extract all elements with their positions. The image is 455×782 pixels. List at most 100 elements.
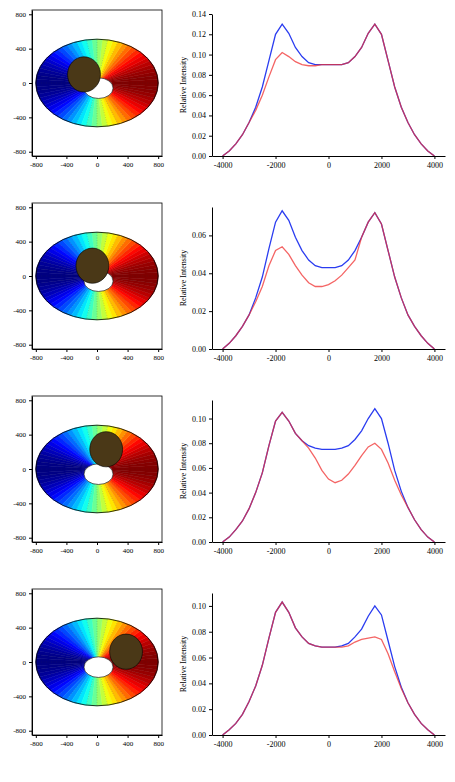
tick-label: 400 <box>16 45 27 53</box>
contours <box>36 232 158 320</box>
map-panel: -800-4000400800-800-4000400800 <box>13 396 164 555</box>
contour-line <box>44 640 97 662</box>
tick-label: 2000 <box>374 354 390 363</box>
tick-label: 4000 <box>427 354 443 363</box>
tick-label: 4000 <box>427 161 443 170</box>
tick: -400 <box>13 114 32 122</box>
tick: 0.02 <box>192 705 212 714</box>
profile-panel: -4000-20000200040000.000.020.040.06Relat… <box>179 208 446 363</box>
tick-label: 0.10 <box>192 602 206 611</box>
tick-mark <box>209 273 212 274</box>
tick-mark <box>381 735 382 738</box>
tick-label: -2000 <box>267 740 286 749</box>
tick-mark <box>97 542 98 545</box>
tick: 800 <box>153 349 164 362</box>
tick-mark <box>97 349 98 352</box>
tick-label: 0 <box>23 659 27 667</box>
tick-label: -2000 <box>267 161 286 170</box>
marks <box>36 39 158 127</box>
tick-mark <box>434 156 435 159</box>
tick-label: 400 <box>123 161 134 169</box>
tick-label: 0.00 <box>192 345 206 354</box>
disk-outline <box>36 425 158 513</box>
disk-outline <box>36 39 158 127</box>
tick-label: 0 <box>327 547 331 556</box>
tick-mark <box>209 419 212 420</box>
axis: 0.000.020.040.060.080.10 <box>192 401 213 548</box>
tick: 800 <box>16 397 33 405</box>
occulting-spot <box>110 634 143 669</box>
tick-label: -800 <box>30 547 43 555</box>
plot-frame <box>32 589 162 735</box>
tick-mark <box>158 349 159 352</box>
velocity-field <box>36 618 158 706</box>
tick: 400 <box>123 542 134 555</box>
tick-mark <box>381 156 382 159</box>
profile-line <box>223 602 435 735</box>
tick: 2000 <box>374 542 390 556</box>
tick-label: 0 <box>96 740 100 748</box>
profile-panel: -4000-20000200040000.000.020.040.060.080… <box>179 594 446 749</box>
tick: -400 <box>13 500 32 508</box>
axis: -4000-2000020004000 <box>213 156 446 170</box>
tick-label: 0.06 <box>192 91 206 100</box>
tick-label: -4000 <box>214 354 233 363</box>
tick-label: 0.08 <box>192 439 206 448</box>
tick-label: -400 <box>13 114 26 122</box>
tick-label: 0.12 <box>192 30 206 39</box>
tick: -400 <box>60 542 73 555</box>
tick-mark <box>29 152 32 153</box>
tick-mark <box>29 83 32 84</box>
tick-mark <box>29 14 32 15</box>
velocity-field <box>36 425 158 513</box>
axis: -4000-2000020004000 <box>213 349 446 363</box>
axis: -4000-2000020004000 <box>213 542 446 556</box>
axis-line <box>212 401 213 543</box>
tick-label: 0.00 <box>192 152 206 161</box>
tick-mark <box>209 115 212 116</box>
axis: -800-4000400800 <box>13 11 32 157</box>
tick-label: 0 <box>23 466 27 474</box>
marks <box>223 602 435 735</box>
tick: 400 <box>16 431 33 439</box>
tick: 0.08 <box>192 71 212 80</box>
axis: 0.000.020.040.06 <box>192 208 213 355</box>
tick-label: 0.04 <box>192 269 206 278</box>
tick: 0.08 <box>192 439 212 448</box>
tick-label: -800 <box>30 740 43 748</box>
tick-mark <box>329 349 330 352</box>
tick: 400 <box>123 735 134 748</box>
tick: 0 <box>96 542 100 555</box>
tick-mark <box>276 156 277 159</box>
tick: -4000 <box>214 349 233 363</box>
tick-mark <box>223 542 224 545</box>
tick: 0.10 <box>192 602 212 611</box>
tick: -4000 <box>214 542 233 556</box>
tick: 800 <box>16 204 33 212</box>
axis-title: Relative Intensity <box>179 443 188 500</box>
tick-label: -400 <box>60 547 73 555</box>
tick-label: 0.10 <box>192 415 206 424</box>
tick: -2000 <box>267 735 286 749</box>
tick: 800 <box>153 735 164 748</box>
tick: 0.10 <box>192 51 212 60</box>
tick-label: 0 <box>96 547 100 555</box>
tick-label: 800 <box>16 590 27 598</box>
tick-label: -400 <box>13 500 26 508</box>
tick-label: -800 <box>30 161 43 169</box>
tick-mark <box>36 735 37 738</box>
tick-label: 800 <box>153 740 164 748</box>
tick: 400 <box>123 349 134 362</box>
tick-label: 0 <box>327 354 331 363</box>
profile-line <box>223 213 435 349</box>
map-panel: -800-4000400800-800-4000400800 <box>13 589 164 748</box>
tick-mark <box>36 542 37 545</box>
axis-line <box>32 590 33 736</box>
tick: 800 <box>153 542 164 555</box>
axis-line <box>32 397 33 543</box>
contours <box>36 425 158 513</box>
tick-label: 0.00 <box>192 731 206 740</box>
tick: 0.00 <box>192 345 212 354</box>
tick-mark <box>128 735 129 738</box>
tick-mark <box>209 658 212 659</box>
